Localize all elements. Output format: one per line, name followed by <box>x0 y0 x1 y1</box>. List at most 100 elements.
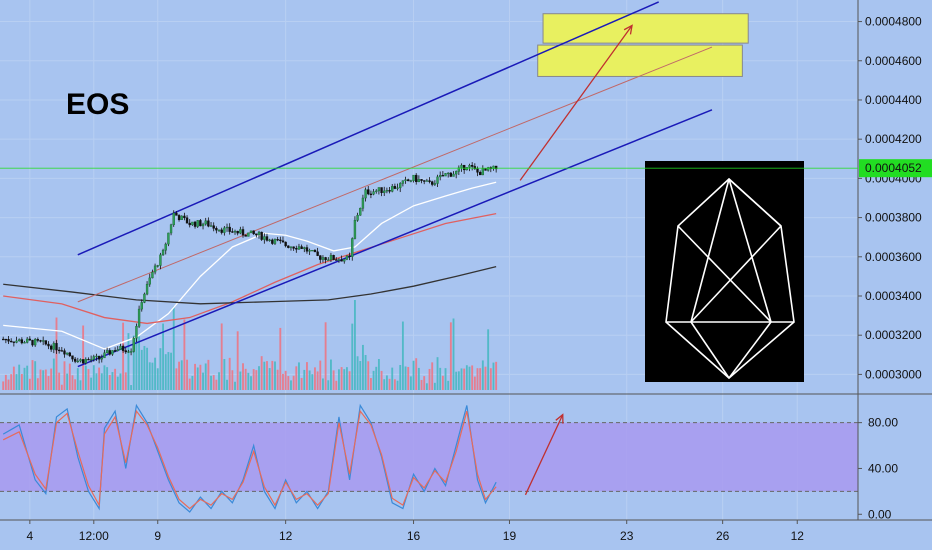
candle-body <box>247 232 250 237</box>
candle-body <box>356 214 359 221</box>
volume-bar <box>433 382 436 390</box>
candle-body <box>185 217 189 224</box>
volume-bar <box>2 381 5 390</box>
candle-body <box>116 349 119 351</box>
candle-body <box>303 247 306 249</box>
volume-bar <box>335 380 338 390</box>
volume-bar <box>124 372 127 390</box>
volume-bar <box>423 376 426 390</box>
volume-bar <box>468 366 471 390</box>
candle-body <box>241 229 245 236</box>
candle-body <box>145 283 149 295</box>
candle-body <box>193 221 197 227</box>
candle-body <box>143 293 146 303</box>
candle-body <box>18 339 21 342</box>
candle-body <box>68 352 71 357</box>
candle-body <box>359 207 362 216</box>
candle-body <box>239 229 242 234</box>
volume-bar <box>132 335 135 390</box>
volume-bar <box>473 376 476 390</box>
volume-bar <box>295 366 298 390</box>
candle-body <box>348 255 351 257</box>
volume-bar <box>71 375 74 390</box>
candle-body <box>252 230 255 235</box>
candle-body <box>454 171 458 175</box>
candle-body <box>271 239 274 244</box>
candle-body <box>494 165 498 170</box>
volume-bar <box>481 360 484 390</box>
candle-body <box>297 246 301 250</box>
volume-bar <box>369 378 372 390</box>
volume-bar <box>348 371 351 390</box>
volume-bar <box>76 368 79 390</box>
volume-bar <box>409 376 412 390</box>
candle-body <box>33 339 37 346</box>
candle-body <box>25 338 29 343</box>
volume-bar <box>391 367 394 390</box>
candle-body <box>180 215 183 221</box>
volume-bar <box>119 373 122 390</box>
volume-bar <box>4 374 7 390</box>
candle-body <box>316 251 319 256</box>
volume-bar <box>212 375 215 390</box>
volume-bar <box>138 336 141 390</box>
volume-bars <box>2 300 498 390</box>
candle-body <box>324 257 327 261</box>
candle-body <box>209 225 213 227</box>
volume-bar <box>159 348 162 390</box>
candle-body <box>148 277 151 285</box>
time-axis-label: 12 <box>279 529 293 543</box>
price-axis-label: 0.0004200 <box>865 132 922 146</box>
volume-bar <box>292 375 295 390</box>
candle-body <box>388 190 391 192</box>
candle-body <box>279 239 282 242</box>
candle-body <box>137 308 141 327</box>
candle-body <box>73 358 77 362</box>
volume-bar <box>156 368 159 390</box>
moving-averages <box>3 181 497 350</box>
candle-body <box>460 164 463 168</box>
stochastic-axis: 80.00 40.00 0.00 <box>858 416 898 521</box>
candle-body <box>164 243 167 251</box>
candle-body <box>263 236 266 240</box>
candle-body <box>273 239 277 244</box>
volume-bar <box>399 365 402 390</box>
candle-body <box>81 359 85 364</box>
volume-bar <box>314 367 316 390</box>
candle-body <box>377 187 381 192</box>
volume-bar <box>319 360 322 390</box>
candle-body <box>484 168 487 171</box>
candle-body <box>36 339 40 341</box>
candle-body <box>265 236 269 241</box>
candle-body <box>281 240 285 243</box>
volume-bar <box>47 376 50 390</box>
volume-bar <box>338 369 340 390</box>
volume-bar <box>308 370 311 390</box>
candle-body <box>401 180 405 184</box>
projection-arrows <box>519 24 633 496</box>
candle-body <box>228 226 231 232</box>
volume-bar <box>290 380 292 390</box>
candle-body <box>340 259 343 262</box>
volume-bar <box>457 371 460 390</box>
volume-bar <box>343 369 346 390</box>
candle-body <box>431 181 434 185</box>
volume-bar <box>143 345 146 390</box>
volume-bar <box>44 369 47 390</box>
candle-body <box>87 359 90 361</box>
candle-body <box>380 187 383 193</box>
candle-body <box>108 350 111 355</box>
last-price-label: 0.0004052 <box>865 161 922 175</box>
candle-body <box>420 179 423 181</box>
candle-body <box>23 342 26 344</box>
candle-body <box>308 250 311 252</box>
candle-body <box>76 360 79 363</box>
candle-body <box>188 222 191 226</box>
volume-bar <box>236 331 239 390</box>
candle-body <box>60 350 64 352</box>
volume-bar <box>375 366 378 390</box>
volume-bar <box>82 325 85 390</box>
volume-bar <box>492 362 495 390</box>
candle-body <box>478 171 482 176</box>
candle-body <box>385 190 389 192</box>
